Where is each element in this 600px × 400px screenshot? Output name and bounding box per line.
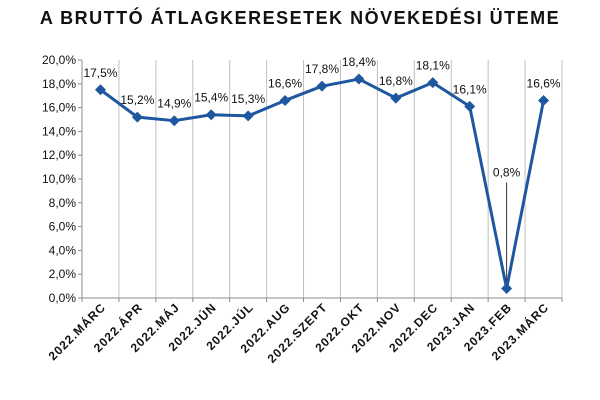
data-point xyxy=(242,110,254,122)
y-tick-label: 6,0% xyxy=(49,220,77,234)
data-point xyxy=(464,100,476,112)
data-label: 17,5% xyxy=(83,66,117,80)
data-label: 16,1% xyxy=(453,82,487,96)
data-label: 18,4% xyxy=(342,55,376,69)
data-label: 15,3% xyxy=(231,92,265,106)
data-label: 0,8% xyxy=(493,165,521,179)
data-label: 16,6% xyxy=(527,76,561,90)
data-point xyxy=(316,80,328,92)
y-tick-label: 20,0% xyxy=(42,53,76,67)
data-label: 16,6% xyxy=(268,76,302,90)
data-point xyxy=(279,94,291,106)
chart-title: A BRUTTÓ ÁTLAGKERESETEK NÖVEKEDÉSI ÜTEME xyxy=(39,8,561,28)
y-tick-label: 0,0% xyxy=(49,291,77,305)
data-label: 17,8% xyxy=(305,62,339,76)
y-tick-label: 8,0% xyxy=(49,196,77,210)
data-point xyxy=(94,84,106,96)
y-tick-label: 18,0% xyxy=(42,77,76,91)
data-point xyxy=(390,92,402,104)
y-tick-label: 14,0% xyxy=(42,124,76,138)
y-tick-label: 10,0% xyxy=(42,172,76,186)
y-tick-label: 12,0% xyxy=(42,148,76,162)
data-label: 18,1% xyxy=(416,59,450,73)
data-point xyxy=(205,109,217,121)
y-tick-label: 2,0% xyxy=(49,267,77,281)
y-tick-label: 16,0% xyxy=(42,101,76,115)
data-label: 15,4% xyxy=(194,91,228,105)
data-point xyxy=(538,94,550,106)
data-label: 14,9% xyxy=(157,97,191,111)
data-label: 16,8% xyxy=(379,74,413,88)
y-tick-label: 4,0% xyxy=(49,243,77,257)
data-point xyxy=(353,73,365,85)
data-point xyxy=(168,115,180,127)
data-point xyxy=(501,282,513,294)
data-label: 15,2% xyxy=(120,93,154,107)
data-point xyxy=(131,111,143,123)
data-point xyxy=(427,77,439,89)
